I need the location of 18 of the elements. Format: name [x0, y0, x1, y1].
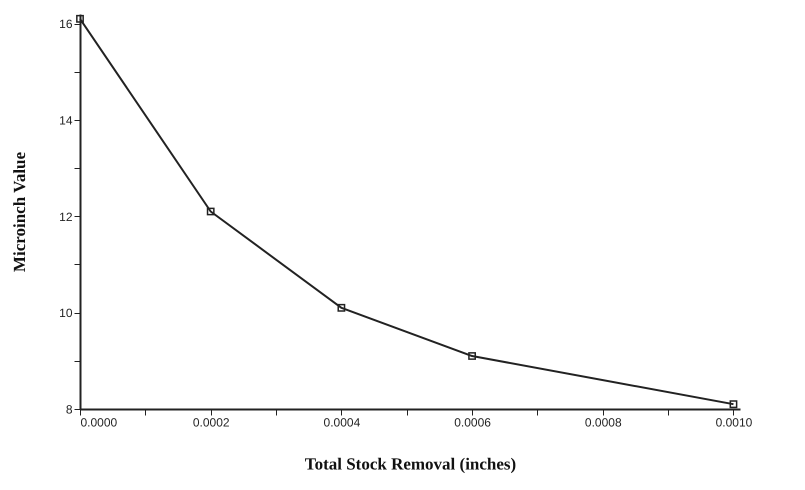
point [730, 400, 738, 408]
x-tick-label: 0.0008 [584, 416, 622, 430]
x-tick-label: 0.0004 [324, 416, 361, 430]
x-tick-label: 0.0006 [454, 416, 492, 430]
x-tick-label: 0.0000 [80, 416, 118, 430]
y-axis-title: Microinch Value [10, 151, 30, 272]
point [76, 14, 84, 23]
y-tick-label: 8 [66, 402, 73, 416]
point [337, 304, 346, 312]
point [206, 208, 215, 216]
point [468, 352, 476, 360]
y-tick-label: 16 [59, 17, 73, 32]
x-tick-label: 0.0002 [192, 416, 230, 430]
y-tick-label: 10 [59, 306, 73, 320]
x-axis-title: Total Stock Removal (inches) [304, 454, 516, 474]
x-tick-label: 0.0010 [716, 416, 753, 430]
y-tick-label: 12 [59, 210, 73, 224]
y-tick-label: 14 [59, 113, 73, 128]
